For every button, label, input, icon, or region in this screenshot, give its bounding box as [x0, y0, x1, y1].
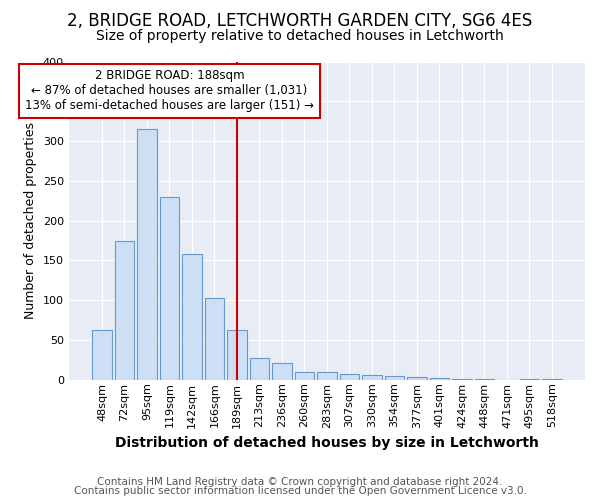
Bar [362, 375, 382, 380]
Bar [137, 129, 157, 380]
Bar [317, 372, 337, 380]
Y-axis label: Number of detached properties: Number of detached properties [25, 122, 37, 319]
Text: 2 BRIDGE ROAD: 188sqm
← 87% of detached houses are smaller (1,031)
13% of semi-d: 2 BRIDGE ROAD: 188sqm ← 87% of detached … [25, 70, 314, 112]
X-axis label: Distribution of detached houses by size in Letchworth: Distribution of detached houses by size … [115, 436, 539, 450]
Bar [452, 379, 472, 380]
Bar [295, 372, 314, 380]
Bar [160, 197, 179, 380]
Bar [542, 379, 562, 380]
Bar [475, 379, 494, 380]
Bar [92, 330, 112, 380]
Bar [520, 379, 539, 380]
Bar [205, 298, 224, 380]
Bar [430, 378, 449, 380]
Text: Contains HM Land Registry data © Crown copyright and database right 2024.: Contains HM Land Registry data © Crown c… [97, 477, 503, 487]
Bar [227, 330, 247, 380]
Bar [182, 254, 202, 380]
Bar [250, 358, 269, 380]
Bar [385, 376, 404, 380]
Text: Size of property relative to detached houses in Letchworth: Size of property relative to detached ho… [96, 29, 504, 43]
Bar [272, 363, 292, 380]
Bar [407, 378, 427, 380]
Text: Contains public sector information licensed under the Open Government Licence v3: Contains public sector information licen… [74, 486, 526, 496]
Text: 2, BRIDGE ROAD, LETCHWORTH GARDEN CITY, SG6 4ES: 2, BRIDGE ROAD, LETCHWORTH GARDEN CITY, … [67, 12, 533, 30]
Bar [115, 240, 134, 380]
Bar [340, 374, 359, 380]
